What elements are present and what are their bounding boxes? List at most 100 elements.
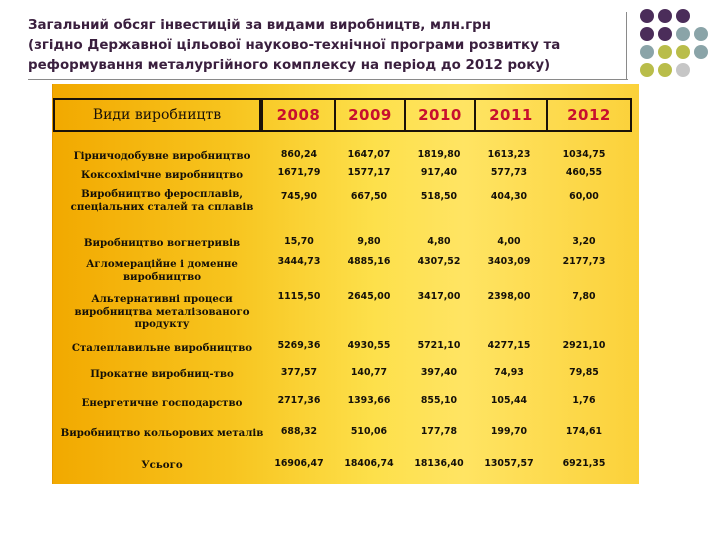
row-value-cell: 1647,07 — [347, 149, 391, 160]
row-value-cell: 6921,35 — [562, 458, 606, 469]
header-year-label: 2012 — [567, 106, 611, 124]
decor-dot-grid — [640, 9, 710, 81]
header-year-label: 2010 — [418, 106, 462, 124]
slide-title: Загальний обсяг інвестицій за видами вир… — [28, 16, 588, 76]
row-value-cell: 79,85 — [569, 367, 599, 378]
row-value-cell: 577,73 — [490, 167, 528, 178]
header-cell-year: 2009 — [334, 98, 406, 132]
row-value-cell: 404,30 — [490, 191, 528, 202]
decor-dot — [640, 9, 654, 23]
row-value-cell: 1393,66 — [347, 395, 391, 406]
row-value-cell: 3444,73 — [277, 256, 321, 267]
row-name: Коксохімічне виробництво — [80, 169, 244, 181]
table-header: Види виробництв 2008 2009 2010 2011 2012 — [53, 84, 639, 146]
row-name: Альтернативні процеси виробництва металі… — [74, 293, 250, 330]
row-value-cell: 105,44 — [490, 395, 528, 406]
decor-dot — [676, 27, 690, 41]
row-value-cell: 4930,55 — [347, 340, 391, 351]
row-value-cell: 5721,10 — [417, 340, 461, 351]
row-value-cell: 860,24 — [280, 149, 318, 160]
row-value-cell: 4,00 — [497, 236, 521, 247]
header-name-label: Види виробництв — [92, 107, 222, 123]
row-name: Виробництво кольорових металів — [60, 427, 264, 439]
decor-dot — [694, 27, 708, 41]
row-value-cell: 1671,79 — [277, 167, 321, 178]
row-value-cell: 2398,00 — [487, 291, 531, 302]
row-value-cell: 177,78 — [420, 426, 458, 437]
decor-vertical-rule — [626, 12, 627, 80]
row-value-cell: 855,10 — [420, 395, 458, 406]
header-year-label: 2009 — [348, 106, 392, 124]
header-cell-year: 2008 — [261, 98, 336, 132]
investment-table: Види виробництв 2008 2009 2010 2011 2012… — [52, 84, 639, 484]
row-name: Прокатне виробниц-тво — [90, 368, 234, 380]
row-name: Гірничодобувне виробництво — [73, 150, 251, 162]
row-value-cell: 4307,52 — [417, 256, 461, 267]
row-value-cell: 1819,80 — [417, 149, 461, 160]
row-value-cell: 13057,57 — [484, 458, 534, 469]
row-value-cell: 3,20 — [572, 236, 596, 247]
row-value-cell: 1,76 — [572, 395, 596, 406]
decor-dot — [640, 63, 654, 77]
decor-dot — [640, 27, 654, 41]
row-value-cell: 3417,00 — [417, 291, 461, 302]
row-value-cell: 18136,40 — [414, 458, 464, 469]
row-value-cell: 377,57 — [280, 367, 318, 378]
row-value-cell: 4,80 — [427, 236, 451, 247]
decor-dot — [658, 63, 672, 77]
decor-dot — [658, 9, 672, 23]
row-value-cell: 15,70 — [284, 236, 314, 247]
header-cell-year: 2012 — [546, 98, 632, 132]
row-value-cell: 745,90 — [280, 191, 318, 202]
header-year-label: 2011 — [489, 106, 533, 124]
title-line-1: Загальний обсяг інвестицій за видами вир… — [28, 18, 491, 33]
row-value-cell: 460,55 — [565, 167, 603, 178]
row-value-cell: 1613,23 — [487, 149, 531, 160]
decor-dot — [676, 45, 690, 59]
title-line-2: (згідно Державної цільової науково-техні… — [28, 38, 561, 53]
row-value-cell: 2177,73 — [562, 256, 606, 267]
row-value-cell: 917,40 — [420, 167, 458, 178]
row-value-cell: 2921,10 — [562, 340, 606, 351]
row-value-cell: 174,61 — [565, 426, 603, 437]
row-value-cell: 4277,15 — [487, 340, 531, 351]
row-name: Агломераційне і доменне виробництво — [86, 258, 238, 283]
row-value-cell: 18406,74 — [344, 458, 394, 469]
row-value-cell: 9,80 — [357, 236, 381, 247]
header-cell-year: 2010 — [404, 98, 476, 132]
row-value-cell: 16906,47 — [274, 458, 324, 469]
row-value-cell: 140,77 — [350, 367, 388, 378]
title-line-3: реформування металургійного комплексу на… — [28, 58, 551, 73]
row-name: Усього — [141, 459, 183, 471]
row-value-cell: 667,50 — [350, 191, 388, 202]
row-value-cell: 74,93 — [494, 367, 524, 378]
decor-dot — [676, 63, 690, 77]
row-value-cell: 5269,36 — [277, 340, 321, 351]
row-value-cell: 510,06 — [350, 426, 388, 437]
row-value-cell: 4885,16 — [347, 256, 391, 267]
header-cell-name: Види виробництв — [53, 98, 261, 132]
row-value-cell: 1577,17 — [347, 167, 391, 178]
row-value-cell: 60,00 — [569, 191, 599, 202]
row-value-cell: 2645,00 — [347, 291, 391, 302]
header-year-label: 2008 — [276, 106, 321, 124]
row-name: Сталеплавильне виробництво — [71, 342, 253, 354]
row-value-cell: 518,50 — [420, 191, 458, 202]
row-value-cell: 688,32 — [280, 426, 318, 437]
decor-dot — [658, 27, 672, 41]
row-value-cell: 199,70 — [490, 426, 528, 437]
row-value-cell: 3403,09 — [487, 256, 531, 267]
decor-dot — [676, 9, 690, 23]
row-value-cell: 397,40 — [420, 367, 458, 378]
row-value-cell: 1034,75 — [562, 149, 606, 160]
decor-dot — [694, 45, 708, 59]
decor-horizontal-rule — [28, 79, 628, 80]
row-value-cell: 2717,36 — [277, 395, 321, 406]
row-value-cell: 7,80 — [572, 291, 596, 302]
row-name: Виробництво вогнетривів — [83, 237, 241, 249]
row-value-cell: 1115,50 — [277, 291, 321, 302]
decor-dot — [658, 45, 672, 59]
row-name: Енергетичне господарство — [81, 397, 243, 409]
decor-dot — [640, 45, 654, 59]
header-cell-year: 2011 — [474, 98, 548, 132]
